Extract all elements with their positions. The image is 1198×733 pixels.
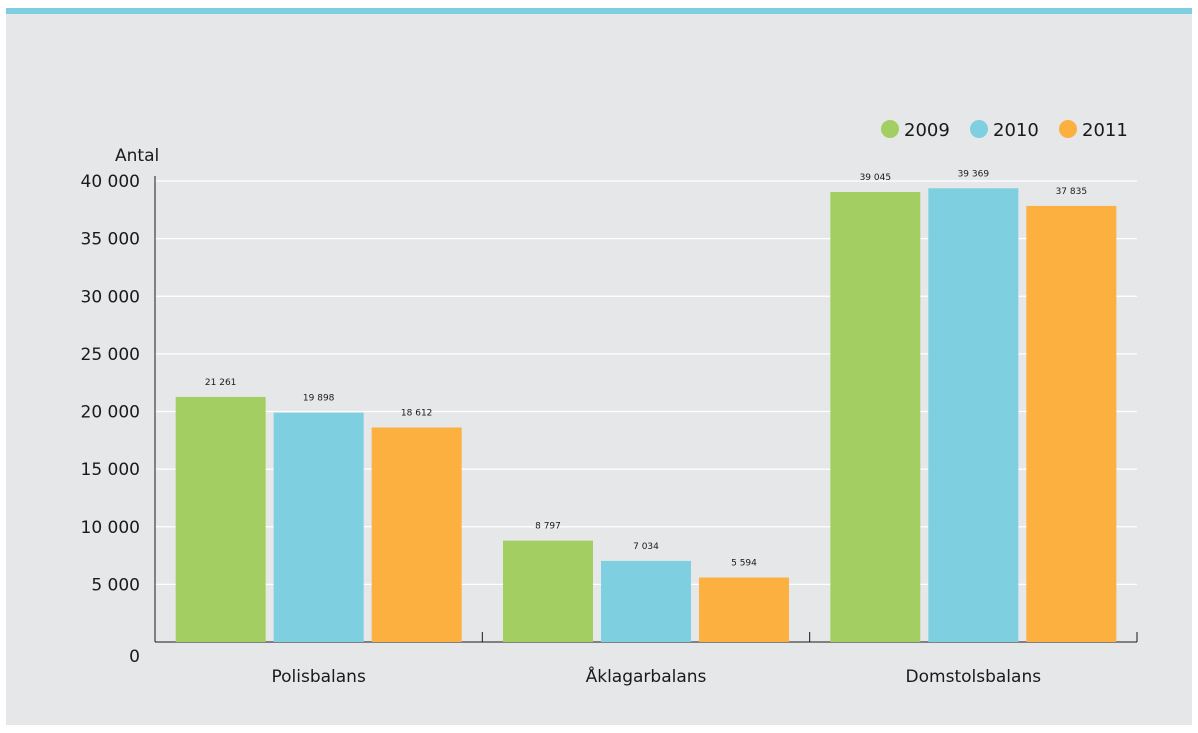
legend-label: 2011 [1082, 120, 1128, 141]
y-tick-label: 10 000 [81, 518, 140, 538]
bar-2010 [273, 412, 364, 642]
x-category-label: Domstolsbalans [906, 667, 1042, 687]
data-label: 18 612 [401, 408, 433, 418]
chart-frame: Antal 0 5 000 10 000 15 000 20 000 25 000 30 0… [6, 8, 1192, 725]
y-tick-label: 5 000 [91, 575, 140, 595]
legend-marker [1059, 120, 1077, 138]
legend-marker [881, 120, 899, 138]
bar-2009 [175, 396, 266, 642]
y-tick-label: 30 000 [81, 287, 140, 307]
data-label: 39 369 [958, 169, 990, 179]
data-label: 5 594 [731, 559, 757, 569]
y-tick-label: 35 000 [81, 230, 140, 250]
data-label: 7 034 [633, 542, 659, 552]
bar-2010 [928, 188, 1019, 642]
y-tick-label: 40 000 [81, 172, 140, 192]
y-tick-label: 15 000 [81, 460, 140, 480]
bar-2011 [371, 427, 462, 642]
x-category-label: Polisbalans [271, 667, 365, 687]
y-tick-label: 20 000 [81, 403, 140, 423]
bar-2009 [503, 540, 593, 642]
bar-chart: Antal 0 5 000 10 000 15 000 20 000 25 000 30 0… [81, 120, 1138, 687]
data-label: 37 835 [1056, 187, 1088, 197]
x-category-label: Åklagarbalans [586, 665, 707, 687]
bar-2011 [699, 577, 789, 642]
legend: 2009 2010 2011 [881, 120, 1128, 141]
bar-2011 [1026, 205, 1117, 642]
data-label: 39 045 [860, 173, 892, 183]
legend-label: 2009 [904, 120, 950, 141]
y-tick-label: 0 [129, 647, 140, 667]
bars: 21 261 19 898 18 612 8 797 7 034 5 594 39 045 3… [175, 169, 1117, 642]
data-label: 21 261 [205, 378, 237, 388]
legend-label: 2010 [993, 120, 1039, 141]
y-tick-label: 25 000 [81, 345, 140, 365]
data-label: 19 898 [303, 394, 335, 404]
bar-2009 [830, 192, 921, 642]
legend-marker [970, 120, 988, 138]
data-label: 8 797 [535, 522, 561, 532]
y-axis-label: Antal [115, 146, 159, 166]
bar-2010 [601, 560, 691, 642]
